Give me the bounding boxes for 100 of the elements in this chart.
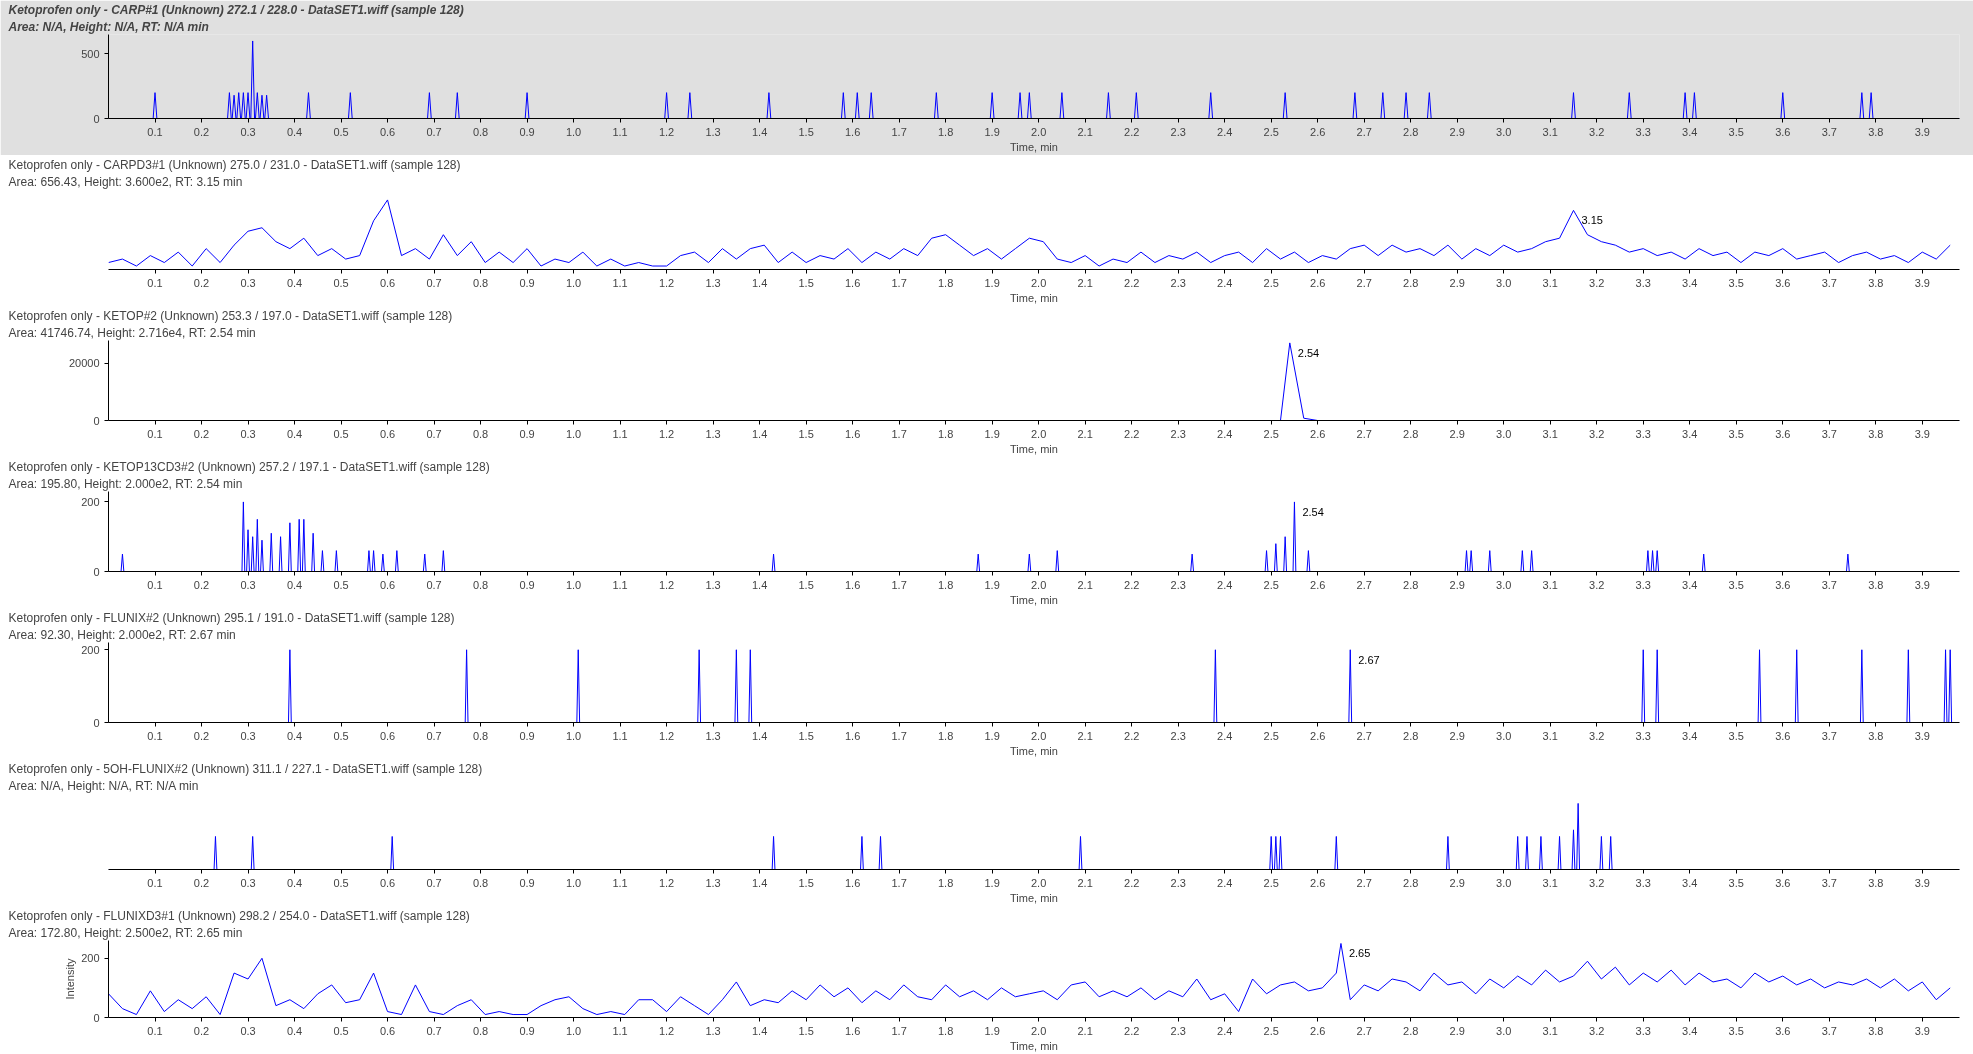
x-tick-label: 3.7 (1821, 876, 1837, 889)
x-tick-label: 2.5 (1263, 876, 1279, 889)
x-tick-label: 1.1 (612, 125, 628, 138)
x-tick-label: 2.3 (1170, 578, 1186, 591)
chart-title: Ketoprofen only - CARP#1 (Unknown) 272.1 / 228.0 - DataSET1.wiff (sample 128) (8, 2, 464, 17)
x-tick-label: 2.3 (1170, 1024, 1186, 1037)
y-tick-label: 200 (81, 643, 100, 656)
x-tick-label: 0.3 (240, 427, 256, 440)
x-tick-label: 3.4 (1682, 1024, 1698, 1037)
x-tick-label: 3.1 (1542, 125, 1558, 138)
x-tick-label: 3.1 (1542, 427, 1558, 440)
x-tick-label: 2.0 (1031, 125, 1047, 138)
x-tick-label: 3.5 (1728, 1024, 1744, 1037)
chart-title: Ketoprofen only - FLUNIXD3#1 (Unknown) 298.2 / 254.0 - DataSET1.wiff (sample 128) (8, 908, 470, 923)
x-tick-label: 1.7 (891, 1024, 907, 1037)
x-tick-label: 1.3 (705, 125, 721, 138)
x-tick-label: 0.9 (519, 578, 535, 591)
x-tick-label: 3.5 (1728, 729, 1744, 742)
x-tick-label: 2.6 (1310, 427, 1326, 440)
x-axis-title: Time, min (1010, 1039, 1058, 1052)
x-tick-label: 1.6 (844, 876, 861, 889)
x-tick-label: 0.4 (286, 427, 303, 440)
x-tick-label: 1.9 (984, 1024, 1000, 1037)
x-tick-label: 0.5 (333, 1024, 349, 1037)
x-tick-label: 1.0 (565, 125, 582, 138)
x-tick-label: 1.4 (751, 427, 768, 440)
x-tick-label: 3.0 (1496, 578, 1512, 591)
x-tick-label: 2.1 (1077, 578, 1093, 591)
y-tick-label: 200 (81, 495, 100, 508)
x-tick-label: 1.5 (798, 125, 814, 138)
x-tick-label: 2.7 (1356, 876, 1372, 889)
x-tick-label: 2.0 (1031, 876, 1047, 889)
x-tick-label: 3.9 (1914, 729, 1930, 742)
chart-title: Ketoprofen only - 5OH-FLUNIX#2 (Unknown) 311.1 / 227.1 - DataSET1.wiff (sample 128) (8, 761, 483, 776)
x-tick-label: 3.2 (1589, 729, 1605, 742)
x-axis-title: Time, min (1010, 140, 1058, 153)
chart-subtitle: Area: 656.43, Height: 3.600e2, RT: 3.15 min (8, 174, 243, 189)
x-tick-label: 3.0 (1496, 427, 1512, 440)
x-tick-label: 1.0 (565, 729, 582, 742)
x-tick-label: 1.0 (565, 1024, 582, 1037)
x-tick-label: 0.7 (426, 125, 442, 138)
x-tick-label: 1.8 (937, 125, 954, 138)
x-tick-label: 2.5 (1263, 578, 1279, 591)
x-tick-label: 3.2 (1589, 276, 1605, 289)
x-tick-label: 2.3 (1170, 729, 1186, 742)
x-tick-label: 2.0 (1031, 729, 1047, 742)
x-tick-label: 1.4 (751, 1024, 768, 1037)
x-tick-label: 2.5 (1263, 729, 1279, 742)
x-tick-label: 0.7 (426, 729, 442, 742)
x-tick-label: 2.7 (1356, 276, 1372, 289)
x-tick-label: 2.7 (1356, 578, 1372, 591)
x-tick-label: 3.4 (1682, 729, 1698, 742)
x-tick-label: 1.0 (565, 427, 582, 440)
x-tick-label: 2.6 (1310, 125, 1326, 138)
x-tick-label: 3.3 (1635, 276, 1651, 289)
x-tick-label: 0.5 (333, 427, 349, 440)
x-tick-label: 0.9 (519, 1024, 535, 1037)
x-tick-label: 0.5 (333, 578, 349, 591)
x-tick-label: 2.4 (1217, 876, 1233, 889)
x-tick-label: 3.8 (1868, 729, 1884, 742)
x-tick-label: 3.6 (1775, 578, 1791, 591)
x-tick-label: 0.6 (379, 427, 396, 440)
chart-subtitle: Area: 195.80, Height: 2.000e2, RT: 2.54 min (8, 476, 243, 491)
x-tick-label: 0.3 (240, 876, 256, 889)
x-tick-label: 3.3 (1635, 427, 1651, 440)
x-tick-label: 2.4 (1217, 1024, 1233, 1037)
x-tick-label: 3.7 (1821, 578, 1837, 591)
x-tick-label: 3.5 (1728, 276, 1744, 289)
x-tick-label: 3.5 (1728, 876, 1744, 889)
x-tick-label: 3.2 (1589, 427, 1605, 440)
x-axis-title: Time, min (1010, 442, 1058, 455)
x-tick-label: 1.2 (658, 1024, 675, 1037)
x-tick-label: 1.7 (891, 876, 907, 889)
x-tick-label: 3.7 (1821, 276, 1837, 289)
annotation: 2.67 (1358, 653, 1380, 666)
x-tick-label: 1.7 (891, 125, 907, 138)
x-tick-label: 2.2 (1124, 276, 1140, 289)
annotation: 3.15 (1581, 214, 1603, 227)
x-tick-label: 0.2 (193, 729, 210, 742)
x-tick-label: 1.3 (705, 729, 721, 742)
x-tick-label: 3.0 (1496, 1024, 1512, 1037)
x-tick-label: 1.4 (751, 276, 768, 289)
y-tick-label: 200 (81, 952, 100, 965)
x-tick-label: 1.8 (937, 876, 954, 889)
x-tick-label: 2.8 (1403, 427, 1419, 440)
x-tick-label: 3.3 (1635, 729, 1651, 742)
x-tick-label: 0.1 (147, 1024, 163, 1037)
x-tick-label: 1.3 (705, 876, 721, 889)
x-tick-label: 3.4 (1682, 427, 1698, 440)
x-tick-label: 1.3 (705, 578, 721, 591)
chart-subtitle: Area: 92.30, Height: 2.000e2, RT: 2.67 min (8, 627, 236, 642)
x-tick-label: 0.9 (519, 729, 535, 742)
x-tick-label: 2.4 (1217, 276, 1233, 289)
x-tick-label: 0.9 (519, 876, 535, 889)
x-tick-label: 1.9 (984, 876, 1000, 889)
x-tick-label: 1.9 (984, 578, 1000, 591)
x-tick-label: 1.2 (658, 876, 675, 889)
x-axis-title: Time, min (1010, 744, 1058, 757)
x-tick-label: 1.0 (565, 876, 582, 889)
x-tick-label: 1.5 (798, 1024, 814, 1037)
